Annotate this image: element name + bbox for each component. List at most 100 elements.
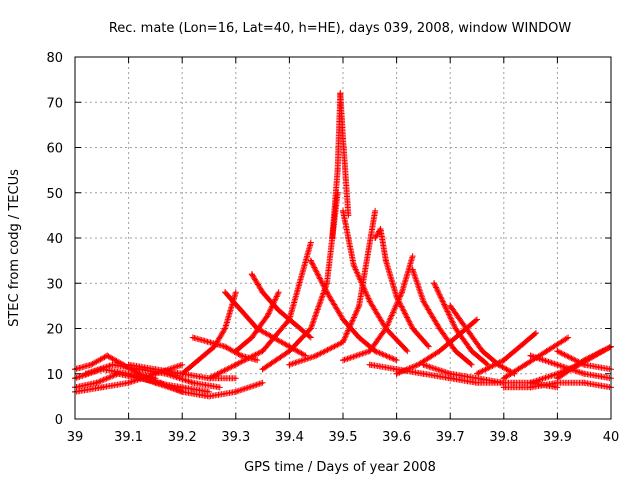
data-point — [307, 325, 314, 332]
series-20 — [409, 266, 475, 368]
series-3 — [72, 361, 186, 395]
data-point — [275, 307, 282, 314]
data-point — [211, 343, 218, 350]
data-point — [377, 225, 384, 232]
data-point — [125, 361, 132, 368]
series-segment — [307, 281, 330, 332]
data-point — [479, 348, 486, 355]
data-point — [581, 370, 588, 377]
series-segment — [581, 361, 613, 372]
data-point — [398, 289, 405, 296]
data-point — [425, 343, 432, 350]
data-point — [340, 357, 346, 364]
y-tick-label: 0 — [55, 413, 63, 428]
series-11 — [232, 289, 282, 355]
data-point — [420, 361, 427, 368]
data-point — [104, 352, 111, 359]
x-axis-label: GPS time / Days of year 2008 — [244, 460, 436, 475]
data-point — [366, 361, 373, 368]
y-tick-label: 50 — [46, 187, 63, 202]
data-point — [275, 289, 282, 296]
data-point — [372, 235, 379, 241]
series-16 — [340, 207, 411, 355]
data-point — [356, 302, 363, 309]
data-point — [222, 343, 229, 350]
data-point — [452, 325, 459, 332]
data-point — [420, 298, 427, 305]
chart-title: Rec. mate (Lon=16, Lat=40, h=HE), days 0… — [109, 21, 572, 36]
series-12 — [206, 239, 314, 382]
data-point — [452, 348, 459, 355]
y-tick-label: 20 — [46, 323, 63, 338]
data-point — [334, 167, 341, 174]
data-point — [340, 135, 346, 142]
data-point — [286, 348, 293, 355]
series-segment — [286, 241, 314, 323]
series-segment — [340, 135, 352, 217]
data-point — [179, 388, 186, 395]
series-segment — [366, 361, 398, 372]
data-point — [216, 384, 223, 391]
data-point — [393, 357, 400, 364]
series-segment — [399, 254, 416, 296]
data-point — [206, 375, 212, 382]
data-point — [248, 271, 255, 278]
data-point — [259, 379, 266, 386]
data-point — [404, 348, 411, 355]
data-point — [179, 361, 186, 368]
data-point — [447, 370, 454, 377]
data-point — [259, 289, 266, 296]
series-22 — [447, 302, 518, 377]
data-point — [382, 325, 389, 332]
data-point — [337, 90, 344, 97]
data-point — [291, 320, 298, 327]
data-point — [152, 366, 159, 373]
series-segment — [259, 317, 292, 355]
data-point — [222, 289, 229, 296]
data-point — [436, 348, 443, 355]
x-tick-label: 39.3 — [221, 430, 250, 445]
x-tick-label: 39.7 — [436, 430, 465, 445]
data-point — [500, 384, 507, 391]
data-point — [189, 379, 196, 386]
data-point — [468, 348, 475, 355]
data-point — [93, 379, 100, 386]
series-segment — [232, 380, 265, 395]
data-point — [152, 379, 159, 386]
x-tick-label: 39.8 — [489, 430, 518, 445]
data-point — [307, 239, 314, 246]
axis-ticks: 39 39.1 39.2 39.3 39.4 39.5 39.6 39.7 39.8 39.9 40… — [46, 51, 619, 445]
grid — [75, 57, 611, 419]
data-point — [313, 352, 320, 359]
y-tick-label: 70 — [46, 96, 63, 111]
data-point — [356, 334, 363, 341]
series-18 — [372, 225, 432, 350]
data-point — [232, 388, 239, 395]
x-tick-label: 39.9 — [543, 430, 572, 445]
data-point — [474, 370, 480, 377]
data-point — [206, 339, 212, 346]
data-point — [441, 302, 448, 309]
y-tick-label: 60 — [46, 142, 63, 157]
data-point — [248, 334, 255, 341]
data-point — [372, 348, 379, 355]
data-point — [527, 352, 534, 359]
data-point — [554, 348, 561, 355]
series-segment — [206, 389, 238, 400]
data-point — [286, 316, 293, 323]
data-point — [382, 257, 389, 264]
series-10 — [248, 271, 314, 341]
data-point — [565, 334, 572, 341]
x-tick-label: 39.6 — [382, 430, 411, 445]
x-tick-label: 39.5 — [329, 430, 358, 445]
series-8 — [179, 289, 239, 377]
data-point — [195, 357, 202, 364]
data-point — [409, 253, 416, 260]
data-point — [350, 262, 357, 269]
data-point — [366, 348, 373, 355]
data-point — [409, 325, 416, 332]
data-point — [109, 361, 116, 368]
data-point — [393, 366, 400, 373]
data-point — [340, 339, 346, 346]
